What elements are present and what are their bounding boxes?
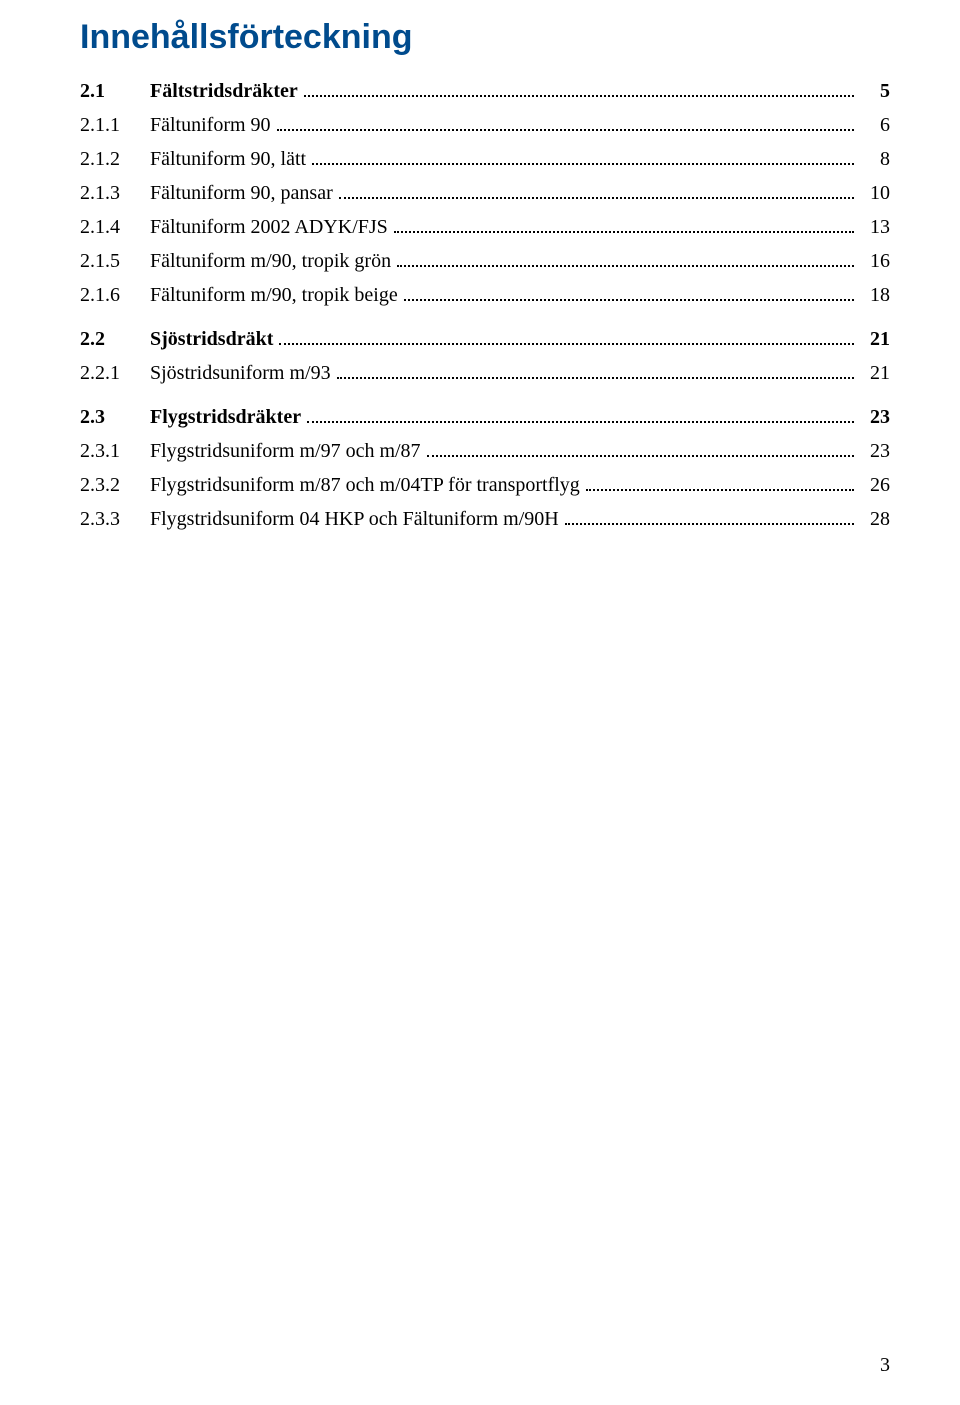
toc-entry-page: 26 xyxy=(860,469,890,501)
toc-entry-label: Fältuniform 90, pansar xyxy=(150,177,333,209)
toc-entry-label: Sjöstridsuniform m/93 xyxy=(150,357,331,389)
toc-entry-page: 21 xyxy=(860,323,890,355)
toc-dot-leader xyxy=(279,325,854,345)
toc-entry-page: 8 xyxy=(860,143,890,175)
toc-dot-leader xyxy=(427,437,854,457)
toc-entry-number: 2.1.3 xyxy=(80,177,150,209)
toc-entry: 2.3.2Flygstridsuniform m/87 och m/04TP f… xyxy=(80,469,890,501)
toc-dot-leader xyxy=(394,213,854,233)
toc-entry-page: 5 xyxy=(860,75,890,107)
toc-dot-leader xyxy=(404,281,854,301)
toc-entry: 2.3Flygstridsdräkter 23 xyxy=(80,401,890,433)
toc-entry-label: Fältuniform 2002 ADYK/FJS xyxy=(150,211,388,243)
document-page: Innehållsförteckning 2.1Fältstridsdräkte… xyxy=(0,0,960,1405)
toc-entry-number: 2.3.3 xyxy=(80,503,150,535)
toc-entry-number: 2.2.1 xyxy=(80,357,150,389)
toc-dot-leader xyxy=(312,145,854,165)
page-title: Innehållsförteckning xyxy=(80,18,890,57)
toc-entry-number: 2.1.5 xyxy=(80,245,150,277)
toc-dot-leader xyxy=(565,505,854,525)
toc-entry-label: Sjöstridsdräkt xyxy=(150,323,273,355)
toc-entry-page: 21 xyxy=(860,357,890,389)
toc-entry: 2.1.2Fältuniform 90, lätt 8 xyxy=(80,143,890,175)
toc-entry-page: 10 xyxy=(860,177,890,209)
toc-entry-label: Flygstridsuniform m/87 och m/04TP för tr… xyxy=(150,469,580,501)
toc-dot-leader xyxy=(586,471,854,491)
toc-entry-number: 2.1.1 xyxy=(80,109,150,141)
toc-entry-number: 2.3.1 xyxy=(80,435,150,467)
toc-entry-page: 28 xyxy=(860,503,890,535)
toc-entry-label: Fältuniform 90 xyxy=(150,109,271,141)
toc-entry-label: Flygstridsuniform 04 HKP och Fältuniform… xyxy=(150,503,559,535)
toc-entry-number: 2.3.2 xyxy=(80,469,150,501)
toc-entry-page: 23 xyxy=(860,435,890,467)
toc-entry: 2.1.5Fältuniform m/90, tropik grön 16 xyxy=(80,245,890,277)
page-number: 3 xyxy=(880,1354,890,1377)
toc-entry: 2.3.3Flygstridsuniform 04 HKP och Fältun… xyxy=(80,503,890,535)
toc-entry-page: 18 xyxy=(860,279,890,311)
toc-entry-label: Fältuniform 90, lätt xyxy=(150,143,306,175)
toc-dot-leader xyxy=(337,359,854,379)
toc-dot-leader xyxy=(307,403,854,423)
toc-list: 2.1Fältstridsdräkter52.1.1Fältuniform 90… xyxy=(80,75,890,535)
toc-dot-leader xyxy=(304,77,854,97)
toc-dot-leader xyxy=(277,111,854,131)
toc-entry-page: 16 xyxy=(860,245,890,277)
toc-dot-leader xyxy=(339,179,854,199)
toc-entry: 2.2Sjöstridsdräkt 21 xyxy=(80,323,890,355)
toc-entry-label: Flygstridsuniform m/97 och m/87 xyxy=(150,435,421,467)
toc-entry-label: Flygstridsdräkter xyxy=(150,401,301,433)
toc-dot-leader xyxy=(397,247,854,267)
toc-entry-number: 2.1.4 xyxy=(80,211,150,243)
toc-entry: 2.1.4Fältuniform 2002 ADYK/FJS 13 xyxy=(80,211,890,243)
toc-entry-number: 2.3 xyxy=(80,401,150,433)
toc-entry-number: 2.1 xyxy=(80,75,150,107)
toc-entry-page: 6 xyxy=(860,109,890,141)
toc-entry-number: 2.1.2 xyxy=(80,143,150,175)
toc-entry: 2.2.1Sjöstridsuniform m/93 21 xyxy=(80,357,890,389)
toc-entry-page: 23 xyxy=(860,401,890,433)
toc-entry-page: 13 xyxy=(860,211,890,243)
toc-entry: 2.3.1Flygstridsuniform m/97 och m/87 23 xyxy=(80,435,890,467)
toc-entry: 2.1.1Fältuniform 90 6 xyxy=(80,109,890,141)
toc-entry-number: 2.2 xyxy=(80,323,150,355)
toc-entry-label: Fältstridsdräkter xyxy=(150,75,298,107)
toc-entry: 2.1.3Fältuniform 90, pansar 10 xyxy=(80,177,890,209)
toc-entry-label: Fältuniform m/90, tropik beige xyxy=(150,279,398,311)
toc-entry-label: Fältuniform m/90, tropik grön xyxy=(150,245,391,277)
toc-entry-number: 2.1.6 xyxy=(80,279,150,311)
toc-entry: 2.1.6Fältuniform m/90, tropik beige 18 xyxy=(80,279,890,311)
toc-entry: 2.1Fältstridsdräkter 5 xyxy=(80,75,890,107)
